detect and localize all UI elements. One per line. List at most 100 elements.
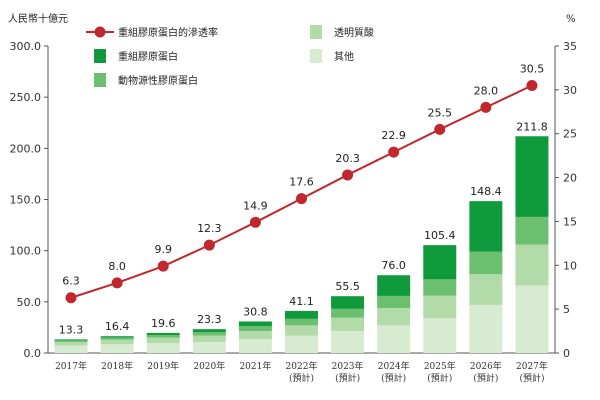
bar-segment-b3dba9 [469, 274, 503, 305]
legend-box-swatch [310, 49, 322, 63]
right-tick-label: 35 [563, 40, 577, 53]
penetration-label: 6.3 [62, 275, 80, 288]
penetration-point [203, 239, 215, 251]
bar-segment-d6ebcf [377, 325, 411, 353]
x-tick-note: (預計) [519, 372, 544, 384]
bar-segment-d6ebcf [423, 318, 457, 353]
bar-segment-0f9a3c [331, 296, 365, 309]
left-tick-label: 300.0 [10, 40, 42, 53]
penetration-point [157, 260, 169, 272]
penetration-label: 12.3 [197, 222, 222, 235]
bar-segment-d6ebcf [238, 339, 272, 353]
legend-label: 其他 [334, 50, 354, 63]
penetration-label: 14.9 [243, 199, 268, 212]
bar-segment-b3dba9 [238, 330, 272, 340]
x-tick-note: (預計) [289, 372, 314, 384]
right-tick-label: 25 [563, 128, 577, 141]
x-tick-note: (預計) [381, 372, 406, 384]
bar-segment-0f9a3c [192, 329, 226, 333]
penetration-point [342, 169, 354, 181]
bar-segment-0f9a3c [377, 275, 411, 296]
bar-total-label: 30.8 [243, 305, 268, 318]
x-tick-note: (預計) [335, 372, 360, 384]
bar-total-label: 211.8 [516, 120, 548, 133]
penetration-label: 28.0 [474, 84, 499, 97]
bar-segment-0f9a3c [238, 321, 272, 327]
bar-segment-0f9a3c [100, 336, 134, 338]
legend-label: 透明質酸 [334, 26, 374, 39]
x-tick-label: 2025年 [424, 360, 456, 372]
bar-segment-6bbf6f [146, 335, 180, 338]
bar-segment-6bbf6f [377, 295, 411, 308]
bar-segment-6bbf6f [285, 318, 318, 326]
bar-segment-6bbf6f [423, 279, 457, 296]
right-tick-label: 30 [563, 84, 577, 97]
left-axis-unit: 人民幣十億元 [8, 12, 68, 25]
right-tick-label: 15 [563, 215, 577, 228]
legend-label: 重組膠原蛋白 [118, 50, 178, 63]
bar-segment-0f9a3c [515, 136, 549, 217]
penetration-point [480, 101, 492, 113]
left-tick-label: 150.0 [10, 194, 42, 207]
penetration-label: 30.5 [520, 62, 545, 75]
bar-segment-d6ebcf [54, 345, 88, 353]
bar-segment-0f9a3c [285, 310, 318, 319]
bar-total-label: 55.5 [335, 280, 360, 293]
penetration-point [296, 193, 307, 205]
legend-box-swatch [310, 25, 322, 39]
x-tick-label: 2027年 [516, 360, 548, 372]
bar-total-label: 16.4 [105, 320, 130, 333]
x-tick-label: 2022年 [286, 360, 318, 372]
bar-segment-b3dba9 [285, 325, 318, 336]
bar-segment-6bbf6f [54, 340, 88, 342]
bar-segment-0f9a3c [469, 201, 503, 252]
bar-segment-b3dba9 [515, 244, 549, 286]
legend-label: 動物源性膠原蛋白 [118, 74, 198, 87]
bar-segment-6bbf6f [238, 326, 272, 331]
penetration-label: 9.9 [154, 243, 172, 256]
x-tick-note: (預計) [427, 372, 452, 384]
bar-segment-6bbf6f [192, 332, 226, 336]
penetration-point [249, 216, 261, 228]
bar-segment-b3dba9 [377, 307, 411, 326]
bar-segment-0f9a3c [146, 332, 180, 336]
penetration-label: 22.9 [381, 129, 406, 142]
penetration-label: 25.5 [428, 106, 453, 119]
right-tick-label: 10 [563, 259, 577, 272]
right-axis-unit: % [566, 14, 576, 25]
x-tick-label: 2024年 [378, 360, 410, 372]
bar-segment-b3dba9 [146, 337, 180, 344]
right-tick-label: 0 [563, 347, 570, 360]
legend-box-swatch [94, 73, 106, 87]
bar-segment-d6ebcf [146, 343, 180, 353]
x-tick-label: 2026年 [470, 360, 502, 372]
right-tick-label: 5 [563, 303, 570, 316]
legend-label: 重組膠原蛋白的滲透率 [118, 26, 218, 39]
left-tick-label: 250.0 [10, 91, 42, 104]
penetration-point [526, 79, 538, 91]
bar-segment-b3dba9 [192, 335, 226, 342]
bar-segment-6bbf6f [515, 216, 549, 245]
bar-segment-b3dba9 [54, 341, 88, 346]
penetration-point [434, 123, 446, 135]
bar-segment-d6ebcf [100, 344, 134, 353]
legend-point-swatch [94, 26, 106, 38]
left-tick-label: 200.0 [10, 142, 42, 155]
bar-total-label: 76.0 [381, 259, 406, 272]
right-tick-label: 20 [563, 172, 577, 185]
bar-segment-6bbf6f [100, 337, 134, 340]
penetration-point [388, 146, 400, 158]
penetration-label: 8.0 [108, 260, 126, 273]
legend-box-swatch [94, 49, 106, 63]
x-tick-label: 2018年 [101, 360, 133, 372]
penetration-label: 17.6 [289, 176, 314, 189]
left-tick-label: 50.0 [17, 296, 42, 309]
bar-total-label: 23.3 [197, 313, 222, 326]
bar-segment-b3dba9 [331, 317, 365, 331]
bar-segment-6bbf6f [469, 251, 503, 275]
penetration-line [70, 84, 533, 299]
bar-total-label: 19.6 [151, 317, 176, 330]
x-tick-note: (預計) [473, 372, 498, 384]
